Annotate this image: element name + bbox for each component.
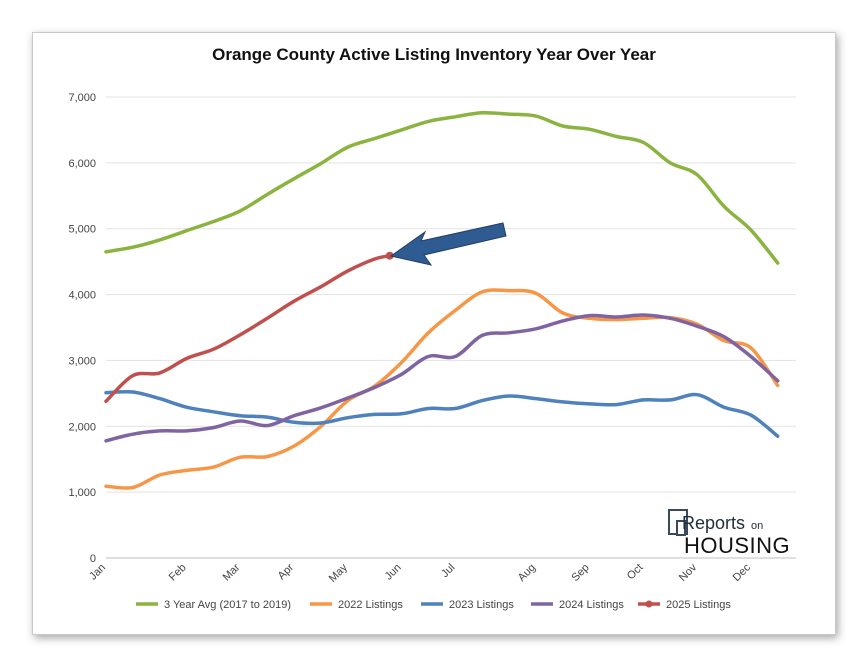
series-end-marker <box>385 251 394 260</box>
chart-frame: Orange County Active Listing Inventory Y… <box>32 32 836 635</box>
legend-marker <box>645 600 653 608</box>
logo-small-text: on <box>751 520 763 532</box>
y-tick-label: 6,000 <box>68 158 96 170</box>
y-tick-label: 2,000 <box>68 421 96 433</box>
series-line-0 <box>104 110 780 265</box>
x-tick-label: Apr <box>276 561 297 582</box>
legend-label: 2025 Listings <box>666 599 731 611</box>
y-tick-label: 3,000 <box>68 355 96 367</box>
legend-label: 2024 Listings <box>559 599 624 611</box>
chart-title: Orange County Active Listing Inventory Y… <box>212 45 656 64</box>
y-axis: 0 1,000 2,000 3,000 4,000 5,000 6,000 7,000 <box>68 92 96 565</box>
reports-on-housing-logo: Reports on HOUSING <box>668 509 790 558</box>
y-tick-label: 7,000 <box>68 92 96 104</box>
x-tick-label: Aug <box>516 562 538 584</box>
x-tick-label: Jun <box>383 562 404 583</box>
legend-label: 2023 Listings <box>449 599 514 611</box>
x-tick-label: Mar <box>221 561 243 583</box>
logo-top-text: Reports <box>682 513 745 533</box>
y-tick-label: 0 <box>90 553 96 565</box>
annotation-arrow <box>389 222 507 266</box>
gridlines <box>106 96 796 559</box>
y-tick-label: 5,000 <box>68 224 96 236</box>
series-lines <box>104 110 780 490</box>
legend-label: 2022 Listings <box>338 599 403 611</box>
series-line-2 <box>104 389 780 438</box>
series-line-4 <box>104 253 392 404</box>
x-tick-label: Sep <box>569 562 591 584</box>
x-tick-label: Jul <box>439 562 457 580</box>
x-tick-label: Feb <box>167 562 189 584</box>
x-tick-label: Nov <box>677 561 700 584</box>
x-tick-label: May <box>327 561 351 585</box>
x-axis: Jan Feb Mar Apr May Jun Jul Aug Sep Oct Nov Dec <box>87 561 753 585</box>
series-line-3 <box>104 313 780 443</box>
x-tick-label: Oct <box>625 562 646 583</box>
legend: 3 Year Avg (2017 to 2019) 2022 Listings 20… <box>136 599 731 611</box>
legend-label: 3 Year Avg (2017 to 2019) <box>164 599 291 611</box>
x-tick-label: Dec <box>731 561 754 584</box>
logo-bottom-text: HOUSING <box>684 533 790 558</box>
y-tick-label: 4,000 <box>68 290 96 302</box>
y-tick-label: 1,000 <box>68 487 96 499</box>
